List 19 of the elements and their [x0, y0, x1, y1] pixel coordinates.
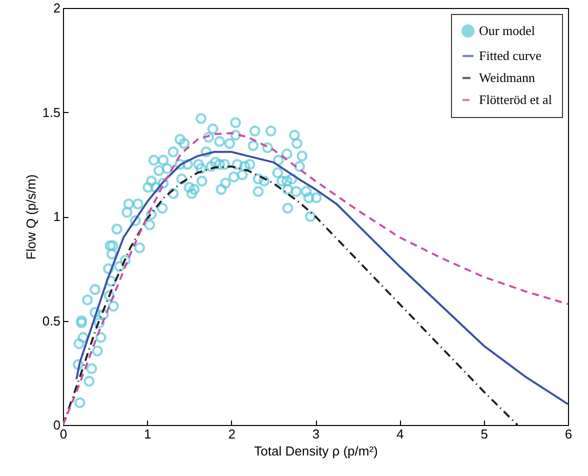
y-tick-label: 1.5 [42, 104, 60, 120]
y-tick-label: 2 [53, 0, 60, 16]
x-tick-label: 2 [228, 426, 236, 442]
y-tick-label: 1 [53, 209, 60, 224]
x-tick-label: 5 [480, 426, 488, 442]
x-tick-label: 4 [396, 426, 404, 442]
legend-label: Our model [479, 23, 536, 38]
x-axis-title: Total Density ρ (p/m²) [254, 444, 378, 458]
line-series [63, 165, 518, 425]
line-series [75, 150, 568, 406]
legend-label: Fitted curve [479, 48, 542, 63]
x-tick-label: 6 [564, 426, 572, 442]
x-tick-label: 3 [312, 426, 320, 442]
legend-label: Weidmann [479, 70, 536, 85]
y-tick-label: 0.5 [42, 313, 60, 328]
line-series [63, 132, 568, 425]
legend-label: Flötteröd et al [479, 92, 552, 107]
x-tick-label: 1 [144, 426, 152, 442]
y-axis-title: Flow Q (p/s/m) [23, 174, 38, 260]
